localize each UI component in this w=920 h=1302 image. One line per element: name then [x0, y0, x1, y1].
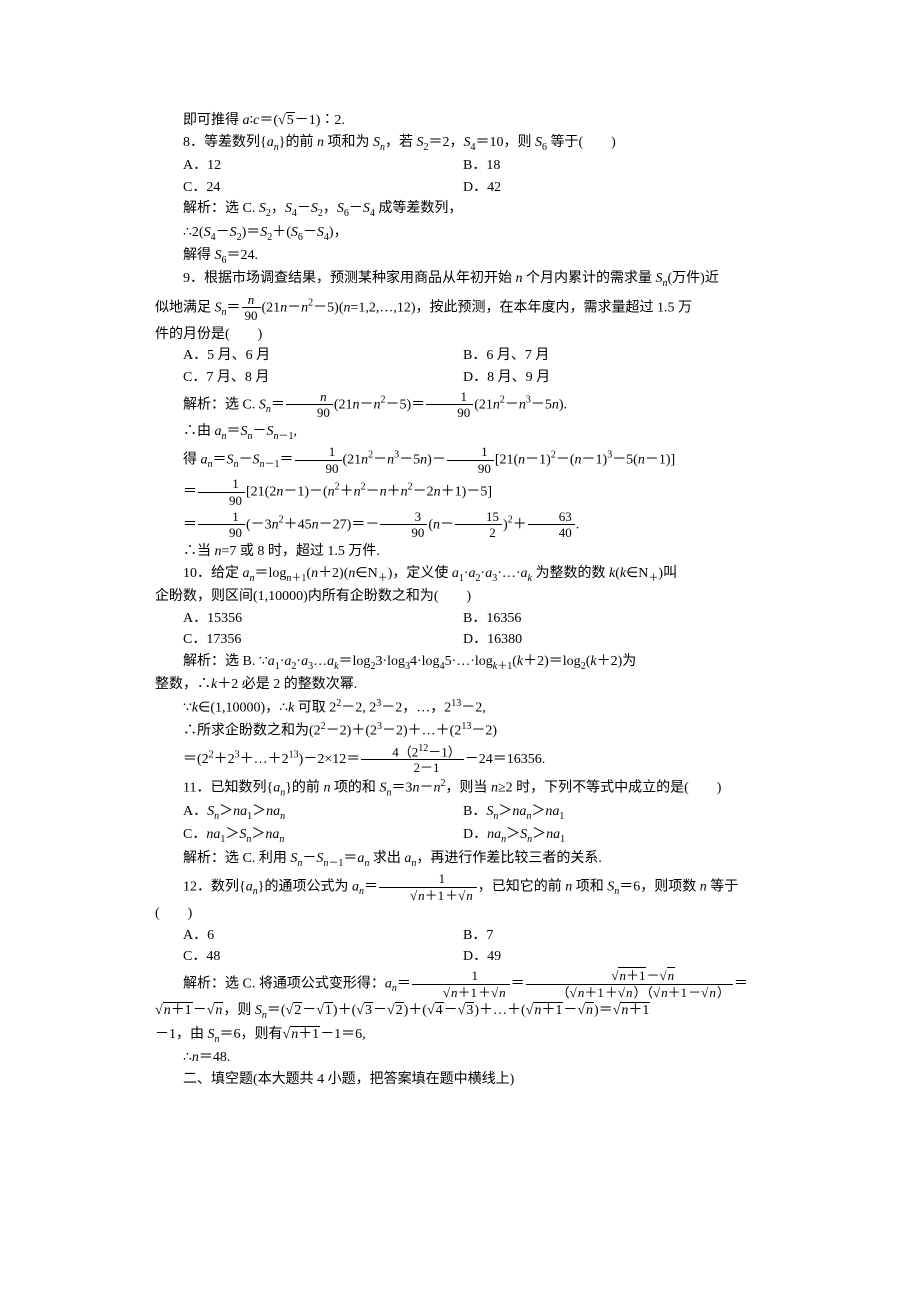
solution-line: ∵k∈(1,10000)，∴k 可取 22－2, 23－2，…，213－2,	[155, 696, 790, 719]
question-9-cont: 件的月份是( )	[155, 324, 790, 346]
option-c: C．na1＞Sn＞nan	[155, 824, 435, 847]
option-a: A．5 月、6 月	[155, 345, 435, 367]
solution-line: 解析：选 C. Sn＝n90(21n－n2－5)＝190(21n2－n3－5n)…	[155, 389, 790, 421]
question-12: 12．数列{an}的通项公式为 an＝1√n＋1＋√n，已知它的前 n 项和 S…	[155, 871, 790, 903]
option-b: B．7	[435, 925, 790, 947]
option-b: B．18	[435, 155, 790, 177]
question-9-cont: 似地满足 Sn＝n90(21n－n2－5)(n=1,2,…,12)，按此预测，在…	[155, 292, 790, 324]
option-c: C．17356	[155, 629, 435, 651]
solution-line: ∴n＝48.	[155, 1047, 790, 1069]
solution-line: 解析：选 C. S2，S4－S2，S6－S4 成等差数列，	[155, 198, 790, 221]
options-row: A．15356 B．16356	[155, 608, 790, 630]
options-row: C．17356 D．16380	[155, 629, 790, 651]
options-row: A．6 B．7	[155, 925, 790, 947]
solution-line: 整数，∴k＋2 必是 2 的整数次幂.	[155, 674, 790, 696]
options-row: A．5 月、6 月 B．6 月、7 月	[155, 345, 790, 367]
solution-line: ∴2(S4－S2)＝S2＋(S6－S4)，	[155, 222, 790, 245]
solution-line: 解析：选 B. ∵a1·a2·a3…ak＝log23·log34·log45·……	[155, 651, 790, 674]
option-a: A．Sn＞na1＞nan	[155, 801, 435, 824]
solution-line: 解析：选 C. 利用 Sn－Sn－1＝an 求出 an，再进行作差比较三者的关系…	[155, 848, 790, 871]
option-c: C．7 月、8 月	[155, 367, 435, 389]
option-a: A．12	[155, 155, 435, 177]
question-9: 9．根据市场调查结果，预测某种家用商品从年初开始 n 个月内累计的需求量 Sn(…	[155, 268, 790, 291]
question-10-cont: 企盼数，则区间(1,10000)内所有企盼数之和为( )	[155, 586, 790, 608]
solution-line: 解析：选 C. 将通项公式变形得：an＝1√n＋1＋√n＝√n＋1－√n（√n＋…	[155, 968, 790, 1000]
options-row: C．7 月、8 月 D．8 月、9 月	[155, 367, 790, 389]
solution-line: ∴所求企盼数之和为(22－2)＋(23－2)＋…＋(213－2)	[155, 719, 790, 742]
document-body: 即可推得 a∶c＝(√5－1)∶2. 8．等差数列{an}的前 n 项和为 Sn…	[155, 110, 790, 1090]
option-a: A．6	[155, 925, 435, 947]
option-a: A．15356	[155, 608, 435, 630]
question-12-cont: ( )	[155, 903, 790, 925]
option-d: D．49	[435, 946, 790, 968]
option-d: D．42	[435, 177, 790, 199]
solution-line: 得 an＝Sn－Sn－1＝190(21n2－n3－5n)－190[21(n－1)…	[155, 444, 790, 476]
text-line: 即可推得 a∶c＝(√5－1)∶2.	[155, 110, 790, 132]
option-c: C．24	[155, 177, 435, 199]
option-d: D．8 月、9 月	[435, 367, 790, 389]
solution-line: ＝190[21(2n－1)－(n2＋n2－n＋n2－2n＋1)－5]	[155, 476, 790, 508]
question-10: 10．给定 an＝logn＋1(n＋2)(n∈N＋)，定义使 a1·a2·a3·…	[155, 563, 790, 586]
options-row: C．na1＞Sn＞nan D．nan＞Sn＞na1	[155, 824, 790, 847]
solution-line: －1，由 Sn＝6，则有√n＋1－1＝6,	[155, 1024, 790, 1047]
question-11: 11．已知数列{an}的前 n 项的和 Sn＝3n－n2，则当 n≥2 时，下列…	[155, 776, 790, 801]
solution-line: ＝190(－3n2＋45n－27)＝－390(n－152)2＋6340.	[155, 509, 790, 541]
solution-line: ＝(22＋23＋…＋213)－2×12＝4（212－1）2－1－24＝16356…	[155, 743, 790, 777]
options-row: A．12 B．18	[155, 155, 790, 177]
solution-line: ∴由 an＝Sn－Sn－1,	[155, 421, 790, 444]
question-8: 8．等差数列{an}的前 n 项和为 Sn，若 S2＝2，S4＝10，则 S6 …	[155, 132, 790, 155]
option-b: B．16356	[435, 608, 790, 630]
options-row: A．Sn＞na1＞nan B．Sn＞nan＞na1	[155, 801, 790, 824]
section-heading: 二、填空题(本大题共 4 小题，把答案填在题中横线上)	[155, 1069, 790, 1091]
solution-line: ∴当 n=7 或 8 时，超过 1.5 万件.	[155, 541, 790, 563]
options-row: C．24 D．42	[155, 177, 790, 199]
option-d: D．16380	[435, 629, 790, 651]
solution-line: 解得 S6＝24.	[155, 245, 790, 268]
options-row: C．48 D．49	[155, 946, 790, 968]
option-d: D．nan＞Sn＞na1	[435, 824, 790, 847]
option-c: C．48	[155, 946, 435, 968]
solution-line: √n＋1－√n，则 Sn＝(√2－√1)＋(√3－√2)＋(√4－√3)＋…＋(…	[155, 1000, 790, 1023]
option-b: B．6 月、7 月	[435, 345, 790, 367]
option-b: B．Sn＞nan＞na1	[435, 801, 790, 824]
